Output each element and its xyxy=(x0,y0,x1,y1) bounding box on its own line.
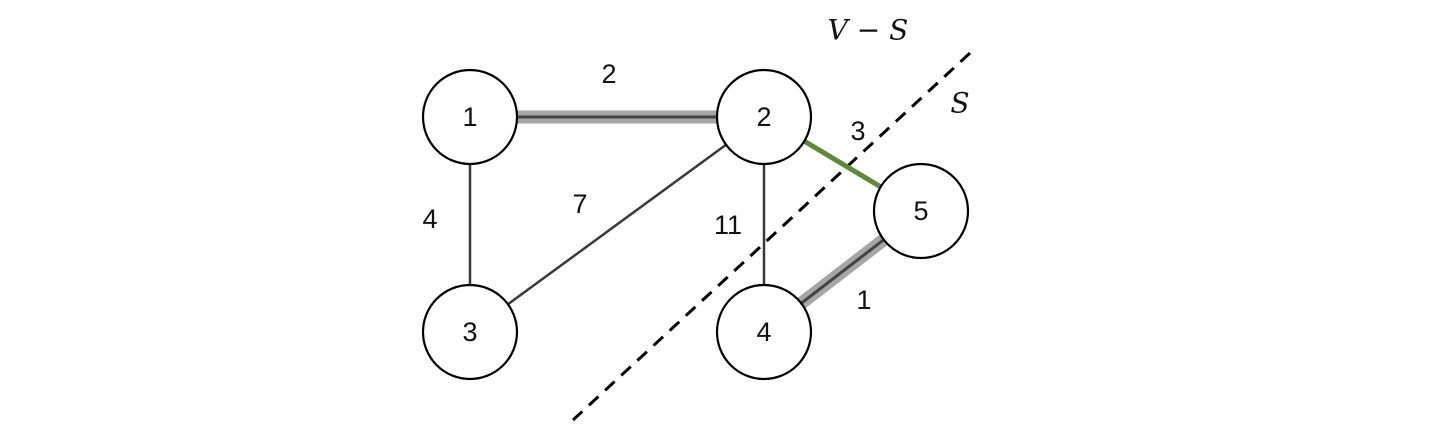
node-label-5: 5 xyxy=(913,196,928,226)
weight-labels-layer: 2 4 7 11 3 1 xyxy=(422,59,871,315)
node-circle-5 xyxy=(872,162,970,260)
node-circle-1 xyxy=(421,68,519,166)
weight-label-1-3: 4 xyxy=(422,204,437,234)
nodes-layer: 1 2 3 4 5 xyxy=(421,68,970,381)
edges-layer xyxy=(468,110,925,338)
region-label-inside: S xyxy=(950,87,969,120)
weight-label-4-5: 1 xyxy=(856,285,871,315)
edge-2-3 xyxy=(469,115,765,334)
node-circle-4 xyxy=(715,283,813,381)
region-label-outside: V − S xyxy=(828,14,909,47)
node-label-3: 3 xyxy=(462,317,477,347)
cut-line xyxy=(571,51,972,422)
node-label-1: 1 xyxy=(462,102,477,132)
weight-label-2-4: 11 xyxy=(714,210,742,240)
node-2: 2 xyxy=(715,68,813,166)
node-4: 4 xyxy=(715,283,813,381)
node-circle-2 xyxy=(715,68,813,166)
weight-label-1-2: 2 xyxy=(601,59,616,89)
weight-label-2-5: 3 xyxy=(850,116,865,146)
node-circle-3 xyxy=(421,283,519,381)
weight-label-2-3: 7 xyxy=(572,189,587,219)
node-1: 1 xyxy=(421,68,519,166)
node-label-4: 4 xyxy=(756,317,771,347)
node-label-2: 2 xyxy=(756,102,771,132)
node-3: 3 xyxy=(421,283,519,381)
node-5: 5 xyxy=(872,162,970,260)
